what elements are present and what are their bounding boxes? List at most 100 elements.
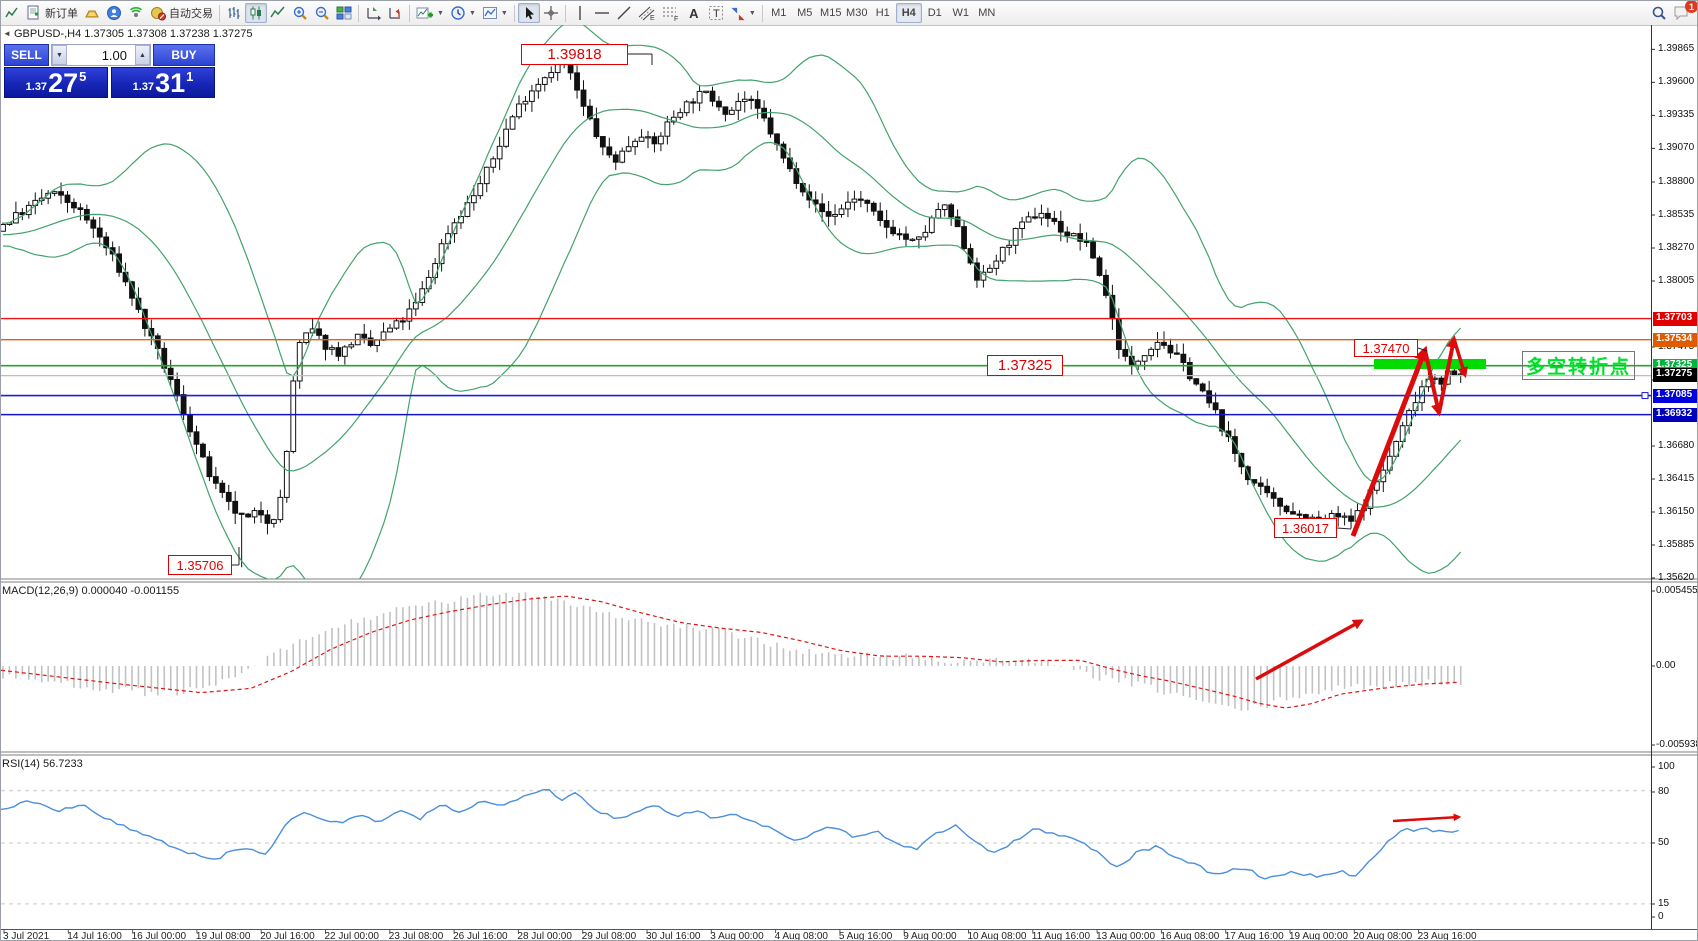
autotrading-icon — [150, 5, 166, 21]
bar-chart-button[interactable] — [223, 3, 245, 23]
turning-point-note[interactable]: 多空转折点 — [1522, 351, 1635, 380]
sell-price-prefix: 1.37 — [25, 81, 48, 93]
notification-badge: 1 — [1685, 1, 1697, 13]
gold-button[interactable] — [81, 3, 103, 23]
gold-ingot-icon — [84, 6, 100, 20]
price-tick: 1.35620 — [1658, 572, 1695, 583]
timeframe-h1[interactable]: H1 — [875, 7, 890, 19]
zoom-out-icon — [314, 5, 330, 21]
svg-text:T: T — [713, 8, 720, 20]
add-indicator-button[interactable]: ▼ — [413, 3, 447, 23]
horizontal-line-tool[interactable] — [591, 3, 613, 23]
timeframe-m30[interactable]: M30 — [846, 7, 868, 19]
price-tick: 1.38005 — [1658, 274, 1695, 286]
periodicity-button[interactable]: ▼ — [447, 3, 479, 23]
buy-button[interactable]: BUY — [153, 44, 215, 66]
text-label-tool[interactable]: T — [705, 3, 727, 23]
time-label: 5 Aug 16:00 — [838, 931, 893, 941]
rsi-label: RSI(14) 56.7233 — [2, 758, 83, 770]
candlestick-icon — [248, 5, 264, 21]
dropdown-caret-icon: ▼ — [500, 9, 508, 17]
price-annotation[interactable]: 1.36017 — [1274, 518, 1337, 538]
time-label: 10 Aug 08:00 — [967, 931, 1027, 941]
sell-price-pip: 5 — [79, 69, 87, 84]
notifications-button[interactable]: 1 — [1670, 1, 1697, 23]
community-button[interactable] — [103, 3, 125, 23]
panel-collapse-arrow[interactable]: ◄ — [3, 29, 11, 38]
horizontal-line-icon — [594, 7, 610, 19]
buy-price-display[interactable]: 1.37 31 1 — [111, 67, 215, 98]
autotrading-label: 自动交易 — [169, 8, 213, 20]
svg-text:F: F — [674, 16, 678, 21]
volume-input[interactable]: 1.00 — [101, 47, 127, 63]
dropdown-caret-icon: ▼ — [748, 9, 756, 17]
crosshair-icon — [543, 5, 559, 21]
line-chart-icon — [270, 5, 286, 21]
equidistant-channel-tool[interactable]: E — [635, 3, 659, 23]
volume-increase-button[interactable]: ▲ — [135, 45, 150, 65]
timeframe-m1[interactable]: M1 — [771, 7, 787, 19]
tile-windows-icon — [336, 5, 352, 21]
candlestick-chart-button[interactable] — [245, 3, 267, 23]
sell-button[interactable]: SELL — [4, 44, 49, 66]
templates-button[interactable]: ▼ — [479, 3, 511, 23]
zoom-out-button[interactable] — [311, 3, 333, 23]
price-tick: 1.39335 — [1658, 109, 1695, 121]
time-label: 13 Aug 00:00 — [1096, 931, 1156, 941]
timeframe-mn[interactable]: MN — [978, 7, 996, 19]
time-label: 26 Jul 16:00 — [453, 931, 508, 941]
zoom-in-icon — [292, 5, 308, 21]
time-label: 16 Aug 08:00 — [1160, 931, 1220, 941]
macd-tick: 0.00 — [1656, 660, 1676, 671]
timeframe-d1[interactable]: D1 — [927, 7, 942, 19]
cursor-tool-button[interactable] — [517, 3, 540, 23]
time-label: 17 Aug 16:00 — [1224, 931, 1284, 941]
trendline-tool[interactable] — [613, 3, 635, 23]
buy-price-pip: 1 — [186, 69, 194, 84]
volume-decrease-button[interactable]: ▼ — [52, 45, 67, 65]
vertical-line-tool[interactable] — [569, 3, 591, 23]
time-label: 23 Aug 16:00 — [1417, 931, 1477, 941]
auto-scroll-icon — [387, 5, 403, 21]
new-order-button[interactable]: 新订单 — [23, 3, 81, 23]
zoom-in-button[interactable] — [289, 3, 311, 23]
dropdown-caret-icon: ▼ — [468, 9, 476, 17]
timeframe-w1[interactable]: W1 — [952, 7, 970, 19]
timeframe-h4[interactable]: H4 — [895, 3, 922, 23]
price-annotation[interactable]: 1.37470 — [1354, 339, 1418, 357]
channel-icon: E — [638, 5, 656, 21]
macd-tick: -0.005938 — [1656, 739, 1698, 750]
rsi-tick: 80 — [1658, 786, 1670, 797]
svg-text:E: E — [650, 15, 655, 21]
dropdown-caret-icon: ▼ — [437, 9, 444, 17]
price-annotation[interactable]: 1.35706 — [168, 555, 232, 575]
crosshair-tool-button[interactable] — [540, 3, 562, 23]
auto-scroll-button[interactable] — [384, 3, 406, 23]
arrows-tool[interactable]: ▼ — [727, 3, 759, 23]
timeframe-m5[interactable]: M5 — [797, 7, 813, 19]
fibonacci-tool[interactable]: F — [659, 3, 683, 23]
search-button[interactable] — [1648, 3, 1670, 23]
sell-price-display[interactable]: 1.37 27 5 — [4, 67, 108, 98]
add-indicator-icon — [416, 5, 434, 21]
time-label: 20 Jul 16:00 — [260, 931, 315, 941]
rsi-tick: 100 — [1658, 761, 1675, 772]
chart-shift-button[interactable] — [362, 3, 384, 23]
price-annotation[interactable]: 1.39818 — [521, 44, 628, 65]
price-tick: 1.36680 — [1658, 439, 1695, 451]
chart-window-button[interactable] — [1, 3, 23, 23]
time-label: 4 Aug 08:00 — [774, 931, 828, 941]
time-label: 22 Jul 00:00 — [324, 931, 380, 941]
price-tag: 1.37703 — [1653, 311, 1697, 326]
autotrading-button[interactable]: 自动交易 — [147, 3, 216, 23]
tile-windows-button[interactable] — [333, 3, 355, 23]
price-tick: 1.38535 — [1658, 208, 1695, 220]
timeframe-m15[interactable]: M15 — [820, 7, 842, 19]
price-annotation[interactable]: 1.37325 — [987, 355, 1063, 376]
line-chart-button[interactable] — [267, 3, 289, 23]
time-label: 9 Aug 00:00 — [903, 931, 957, 941]
text-tool[interactable]: A — [683, 3, 705, 23]
signal-button[interactable] — [125, 3, 147, 23]
new-order-icon — [26, 5, 42, 21]
